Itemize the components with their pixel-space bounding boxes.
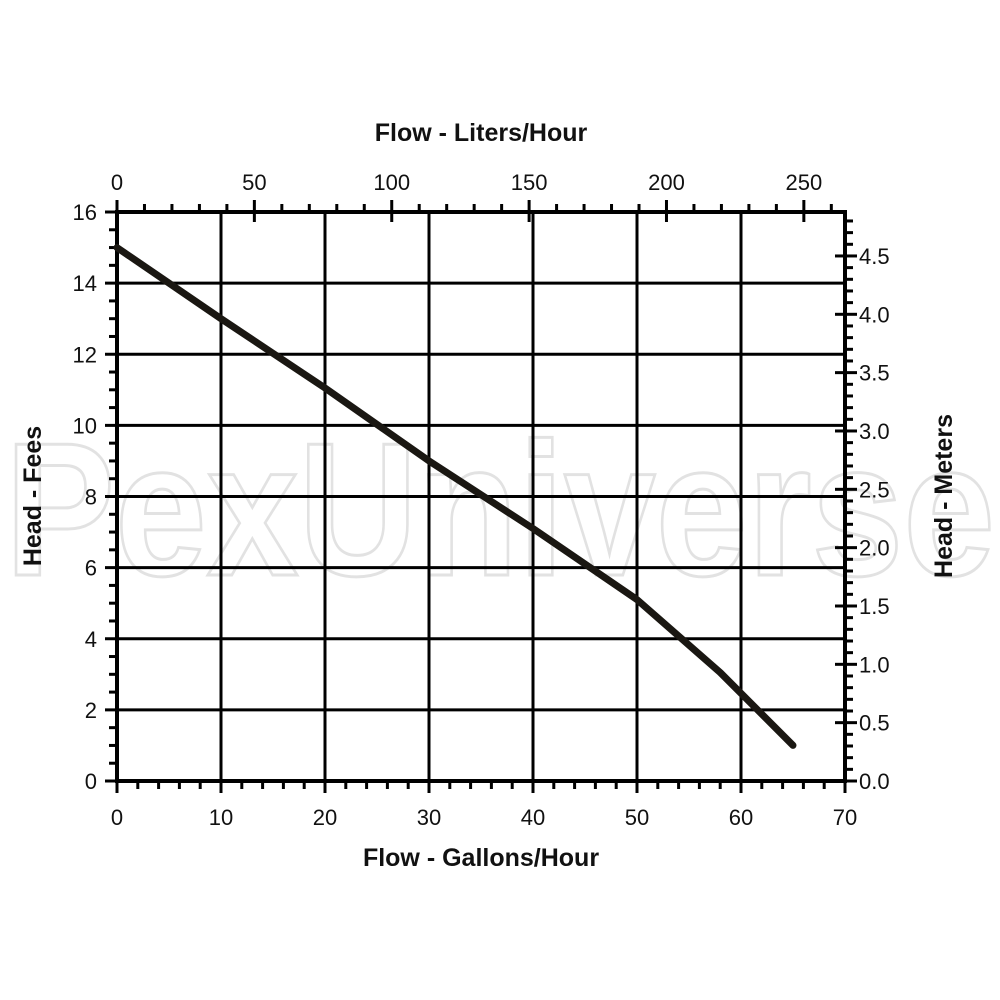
y-tick-label: 4 <box>85 627 97 652</box>
y2-axis-title: Head - Meters <box>930 414 958 578</box>
y2-tick-label: 1.5 <box>859 594 890 619</box>
x-tick-label: 30 <box>417 805 441 830</box>
x2-axis-title: Flow - Liters/Hour <box>375 119 588 147</box>
y-tick-label: 12 <box>73 342 97 367</box>
y2-tick-label: 3.5 <box>859 361 890 386</box>
y-tick-label: 2 <box>85 698 97 723</box>
y-tick-label: 8 <box>85 485 97 510</box>
x-axis-title: Flow - Gallons/Hour <box>363 844 599 872</box>
x2-tick-label: 250 <box>785 170 822 195</box>
x2-tick-label: 100 <box>373 170 410 195</box>
x-tick-label: 60 <box>729 805 753 830</box>
y2-tick-label: 4.5 <box>859 244 890 269</box>
y2-tick-label: 0.0 <box>859 769 890 794</box>
y-axis-title: Head - Fees <box>19 426 47 566</box>
y-tick-label: 0 <box>85 769 97 794</box>
y2-tick-label: 3.0 <box>859 419 890 444</box>
x-tick-label: 20 <box>313 805 337 830</box>
tick-labels: 0 10 20 30 40 50 60 70 0 2 4 6 8 10 12 14 16 0 50 100 150 200… <box>73 170 890 830</box>
x-tick-label: 0 <box>111 805 123 830</box>
x2-tick-label: 150 <box>511 170 548 195</box>
x-tick-label: 10 <box>209 805 233 830</box>
y2-tick-label: 2.0 <box>859 536 890 561</box>
x-tick-label: 70 <box>833 805 857 830</box>
axis-ticks <box>105 200 857 793</box>
y-tick-label: 10 <box>73 413 97 438</box>
y2-tick-label: 2.5 <box>859 477 890 502</box>
y-tick-label: 14 <box>73 271 97 296</box>
series-line <box>113 244 797 749</box>
x-tick-label: 40 <box>521 805 545 830</box>
x2-tick-label: 0 <box>111 170 123 195</box>
y2-tick-label: 1.0 <box>859 652 890 677</box>
y2-tick-label: 4.0 <box>859 302 890 327</box>
x2-tick-label: 50 <box>242 170 266 195</box>
y-tick-label: 16 <box>73 200 97 225</box>
y2-tick-label: 0.5 <box>859 711 890 736</box>
x2-tick-label: 200 <box>648 170 685 195</box>
x-tick-label: 50 <box>625 805 649 830</box>
y-tick-label: 6 <box>85 556 97 581</box>
